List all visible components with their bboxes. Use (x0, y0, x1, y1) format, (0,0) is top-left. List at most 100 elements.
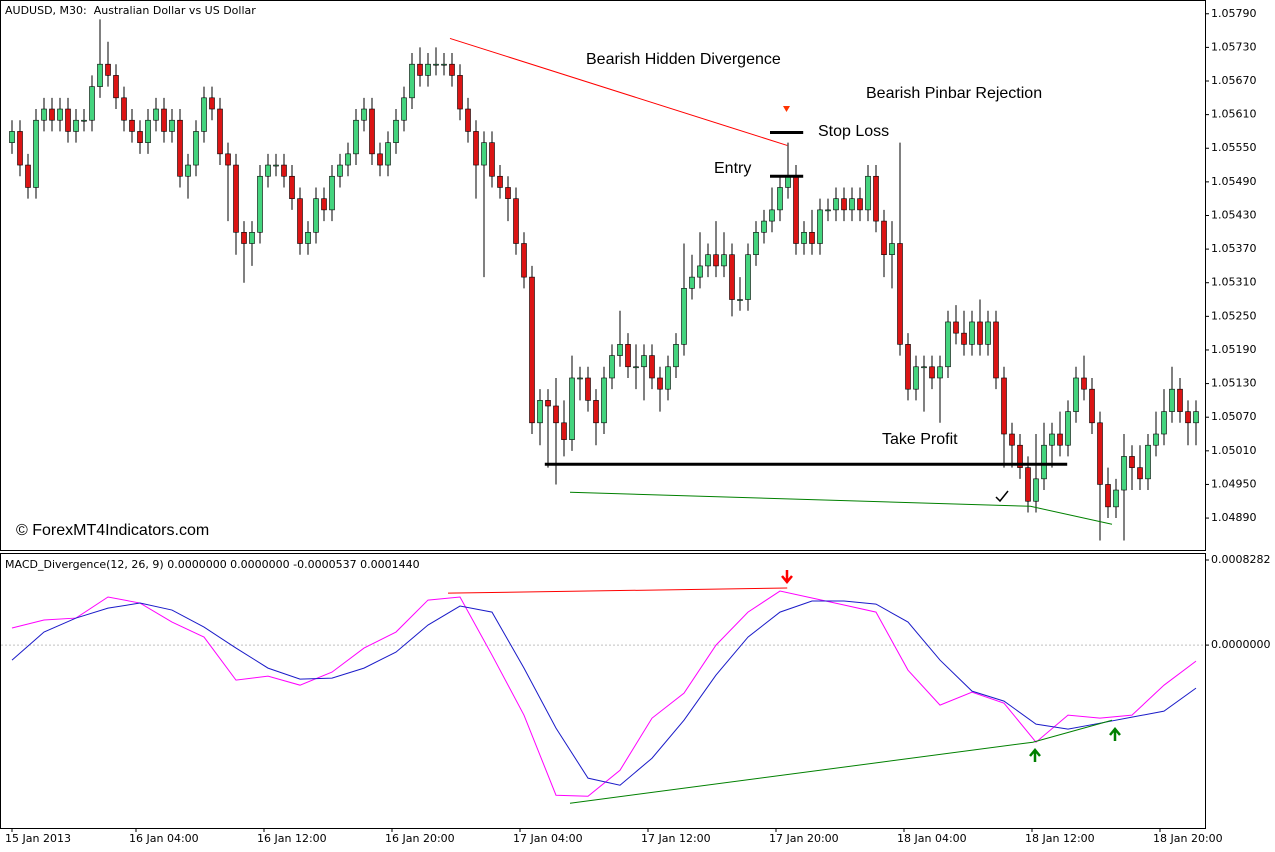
candle-body (697, 265, 703, 278)
candle-body (681, 288, 687, 345)
trend-line (569, 719, 1113, 804)
candle-body (457, 75, 463, 110)
candle-body (537, 400, 543, 424)
x-tick-label: 17 Jan 04:00 (513, 832, 583, 845)
candle-body (281, 164, 287, 177)
candle-body (577, 377, 583, 380)
candle-body (425, 63, 431, 76)
candle-body (305, 231, 311, 244)
candle-body (601, 377, 607, 424)
candle-body (713, 254, 719, 267)
candle-body (321, 198, 327, 211)
candle-body (297, 198, 303, 244)
candle-body (433, 63, 439, 66)
candle-body (777, 187, 783, 211)
candle-body (649, 355, 655, 379)
signal-arrow (1109, 727, 1121, 741)
candle-body (473, 131, 479, 166)
candle-body (625, 344, 631, 368)
check-mark (995, 490, 1009, 503)
y-tick-label: 1.05430 (1211, 208, 1257, 221)
candle-body (569, 377, 575, 440)
candle-body (89, 86, 95, 121)
candle-body (249, 231, 255, 244)
watermark: © ForexMT4Indicators.com (16, 522, 209, 539)
candle-body (369, 108, 375, 155)
y-tick-label: 1.05550 (1211, 141, 1257, 154)
candle-body (1041, 444, 1047, 480)
candle-body (1017, 444, 1023, 468)
candle-body (1137, 467, 1143, 480)
candle-body (953, 321, 959, 334)
candle-body (265, 164, 271, 177)
y-tick-label: 1.05610 (1211, 108, 1257, 121)
x-tick-label: 17 Jan 20:00 (769, 832, 839, 845)
candle-body (865, 175, 871, 211)
candle-body (1089, 388, 1095, 424)
candle-body (257, 175, 263, 233)
candle-body (1065, 411, 1071, 446)
candle-body (313, 198, 319, 233)
candle-body (889, 243, 895, 256)
candle-body (881, 220, 887, 256)
y-tick-label: 1.05790 (1211, 7, 1257, 20)
y-tick-label: 0.0000000 (1211, 638, 1271, 651)
candle-body (97, 63, 103, 87)
macd-line (11, 590, 1197, 797)
candle-body (529, 276, 535, 424)
candle-body (1081, 377, 1087, 390)
signal-arrow (1029, 748, 1041, 762)
candle-body (849, 198, 855, 211)
candle-body (921, 366, 927, 369)
x-tick-label: 18 Jan 04:00 (897, 832, 967, 845)
candle-body (969, 321, 975, 345)
candle-body (585, 377, 591, 401)
candle-body (1033, 478, 1039, 502)
candle-body (553, 405, 559, 424)
candle-body (961, 332, 967, 345)
y-tick-label: 1.05190 (1211, 343, 1257, 356)
candle-body (609, 355, 615, 379)
candle-body (929, 366, 935, 379)
candle-body (449, 63, 455, 76)
candle-body (753, 231, 759, 256)
x-tick-label: 16 Jan 12:00 (257, 832, 327, 845)
candle-body (345, 153, 351, 166)
candle-body (353, 119, 359, 155)
candle-body (169, 119, 175, 132)
candle-body (105, 63, 111, 76)
candle-body (273, 164, 279, 167)
candle-body (81, 119, 87, 122)
candle-body (137, 131, 143, 143)
candle-body (57, 108, 63, 121)
candle-body (1001, 377, 1007, 435)
candle-body (193, 131, 199, 166)
candle-body (177, 119, 183, 177)
candle-body (9, 131, 15, 143)
candle-body (1105, 484, 1111, 508)
candle-body (481, 142, 487, 166)
candle-body (217, 108, 223, 155)
candle-body (817, 209, 823, 244)
y-tick-label: 1.05310 (1211, 276, 1257, 289)
candle-body (1009, 433, 1015, 446)
candle-body (329, 175, 335, 211)
candle-body (241, 231, 247, 244)
candle-body (801, 231, 807, 244)
candle-body (793, 175, 799, 244)
candle-body (113, 75, 119, 99)
y-tick-label: 1.05010 (1211, 444, 1257, 457)
candle-body (73, 119, 79, 132)
x-tick-label: 17 Jan 12:00 (641, 832, 711, 845)
macd-line (11, 600, 1197, 786)
y-tick-label: 0.0008282 (1211, 553, 1271, 566)
level-label: Entry (714, 160, 751, 177)
candle-body (945, 321, 951, 368)
candle-body (393, 119, 399, 143)
candle-body (665, 366, 671, 390)
candle-body (289, 175, 295, 199)
candle-body (233, 164, 239, 233)
candle-body (121, 97, 127, 121)
candle-body (41, 108, 47, 121)
trend-line (449, 37, 788, 146)
